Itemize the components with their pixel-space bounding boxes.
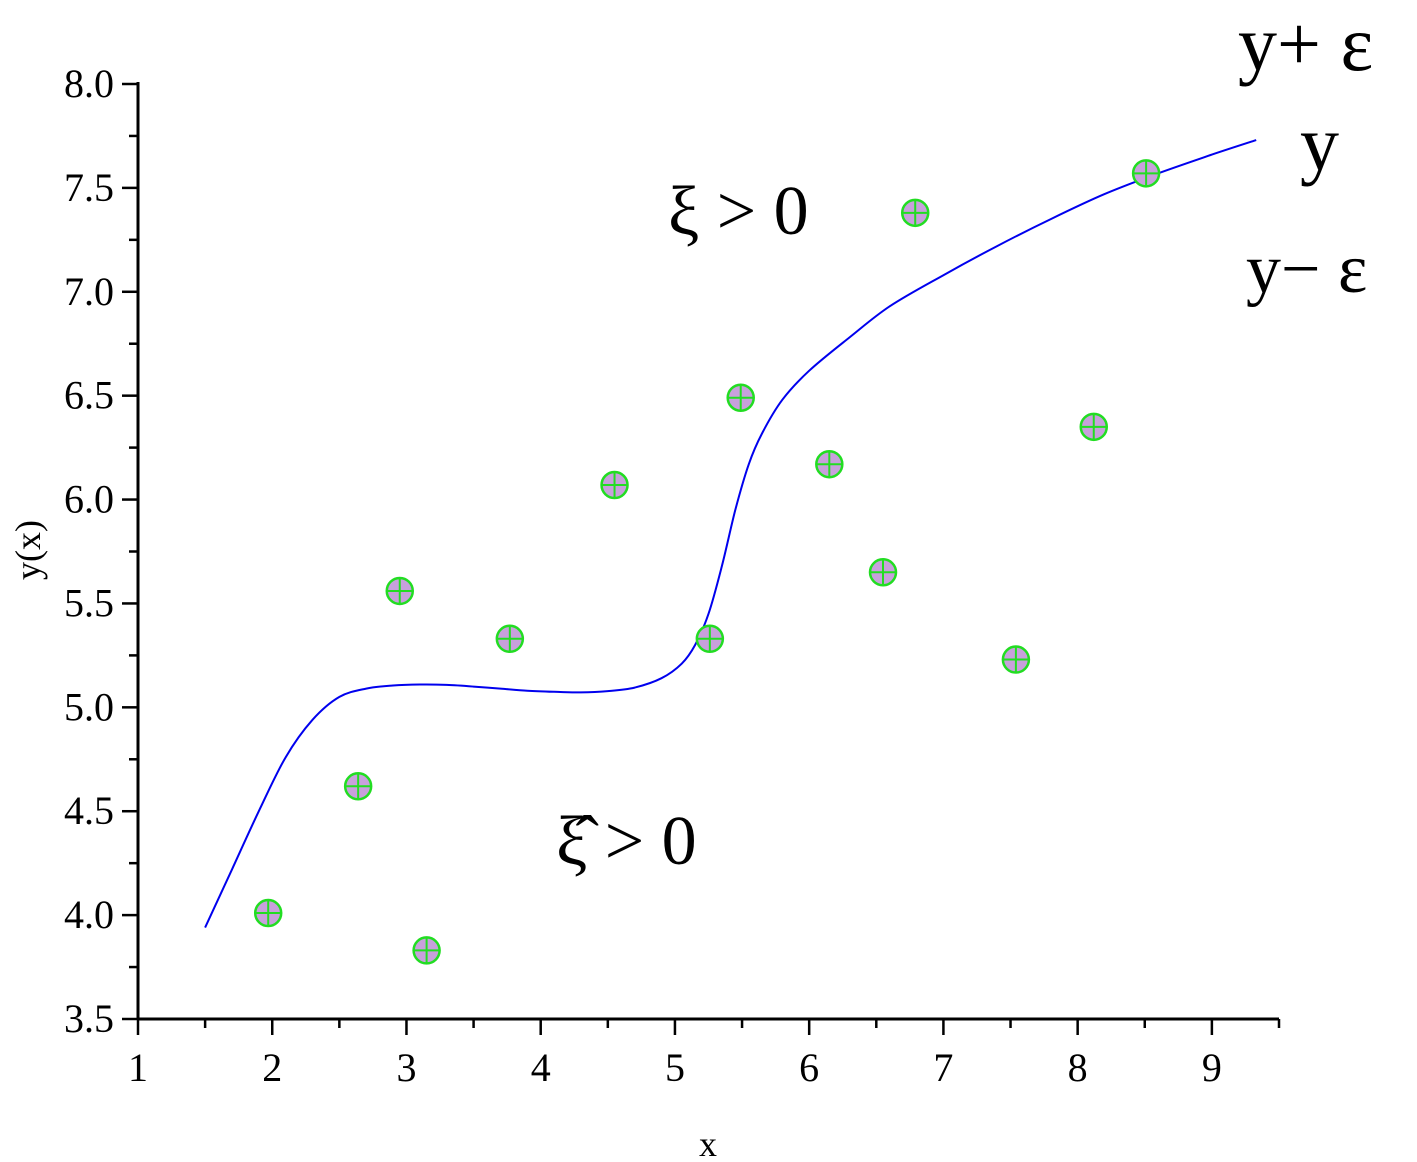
data-point <box>1079 412 1109 442</box>
x-tick-label: 6 <box>799 1045 819 1090</box>
x-tick-label: 2 <box>262 1045 282 1090</box>
x-tick-label: 1 <box>128 1045 148 1090</box>
annotation-y-minus-epsilon: y− ε <box>1246 231 1367 308</box>
y-tick-label: 4.5 <box>64 788 114 833</box>
data-point <box>343 772 373 801</box>
data-point <box>868 558 898 587</box>
data-point <box>412 936 441 965</box>
fit-curve <box>204 139 1257 929</box>
y-tick-label: 4.0 <box>64 892 114 937</box>
y-tick-labels: 3.5 4.0 4.5 5.0 5.5 6.0 6.5 7.0 7.5 8.0 <box>64 61 114 1041</box>
annotation-xi-positive: ξ > 0 <box>668 173 809 250</box>
data-point <box>253 898 283 928</box>
data-points <box>253 159 1161 965</box>
data-point <box>1131 159 1161 188</box>
x-tick-label: 9 <box>1202 1045 1222 1090</box>
x-tick-labels: 1 2 3 4 5 6 7 8 9 <box>128 1045 1222 1090</box>
y-axis-title: y(x) <box>8 520 48 580</box>
data-point <box>600 470 629 500</box>
y-tick-label: 8.0 <box>64 61 114 106</box>
x-tick-label: 5 <box>665 1045 685 1090</box>
x-tick-label: 3 <box>396 1045 416 1090</box>
x-tick-label: 7 <box>933 1045 953 1090</box>
data-point <box>495 624 525 654</box>
y-tick-label: 6.0 <box>64 477 114 522</box>
data-point <box>1001 645 1031 674</box>
annotation-y-plus-epsilon: y+ ε <box>1238 0 1373 87</box>
y-tick-label: 5.0 <box>64 684 114 729</box>
x-tick-label: 8 <box>1068 1045 1088 1090</box>
axes <box>122 82 1281 1035</box>
data-point <box>815 449 844 479</box>
y-tick-label: 7.5 <box>64 165 114 210</box>
x-axis-title: x <box>699 1124 717 1162</box>
annotation-y: y <box>1300 100 1339 187</box>
y-tick-label: 5.5 <box>64 580 114 625</box>
annotation-xi-hat-positive: ξ̂ > 0 <box>556 803 697 880</box>
y-tick-label: 6.5 <box>64 373 114 418</box>
data-point <box>385 576 415 606</box>
data-point <box>726 383 755 412</box>
y-tick-label: 7.0 <box>64 269 114 314</box>
x-tick-label: 4 <box>531 1045 551 1090</box>
y-tick-label: 3.5 <box>64 996 114 1041</box>
data-point <box>695 624 725 654</box>
data-point <box>900 198 930 228</box>
